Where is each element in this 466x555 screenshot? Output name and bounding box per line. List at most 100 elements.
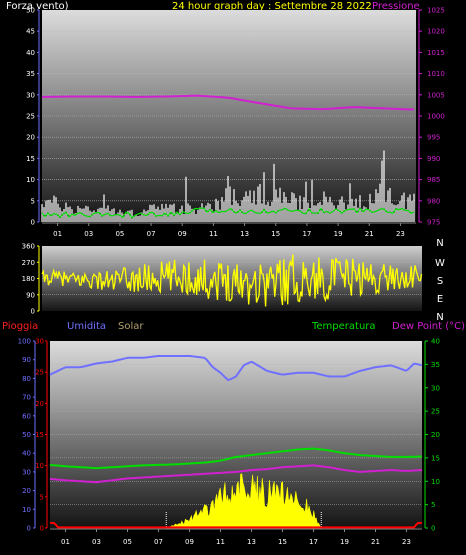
pressure-tick-label: 1005 — [427, 91, 445, 99]
humidity-tick-label: 70 — [22, 394, 31, 402]
direction-tick-label: 180 — [22, 275, 35, 283]
rain-tick-label: 15 — [35, 431, 44, 439]
hour-tick-label: 01 — [53, 230, 62, 238]
solar-area — [166, 473, 322, 529]
temp-tick-label: 0 — [431, 525, 435, 533]
hour-tick-label: 03 — [84, 230, 93, 238]
hour-tick-label: 15 — [271, 230, 280, 238]
rain-axis-title: Pioggia — [2, 321, 39, 332]
temp-humidity-panel: 0102030405060708090100051015202530051015… — [18, 338, 440, 547]
temp-tick-label: 30 — [431, 384, 440, 392]
solar-axis-title: Solar — [118, 321, 144, 332]
rain-tick-label: 10 — [35, 462, 44, 470]
wind-tick-label: 5 — [31, 197, 35, 205]
pressure-tick-label: 990 — [427, 155, 440, 163]
rain-tick-label: 0 — [40, 525, 44, 533]
hour-tick-label: 05 — [115, 230, 124, 238]
rain-line — [50, 522, 422, 529]
temp-tick-label: 40 — [431, 338, 440, 346]
wind-tick-label: 0 — [31, 219, 35, 227]
humidity-tick-label: 20 — [22, 487, 31, 495]
temp-tick-label: 25 — [431, 408, 440, 416]
wind-direction-trace — [41, 254, 423, 307]
wind-tick-label: 20 — [26, 134, 35, 142]
pressure-tick-label: 1000 — [427, 113, 445, 121]
wind-tick-label: 35 — [26, 70, 35, 78]
compass-label: W — [435, 258, 445, 269]
pressure-tick-label: 980 — [427, 197, 440, 205]
humidity-tick-label: 50 — [22, 431, 31, 439]
hour-tick-label: 01 — [61, 538, 70, 546]
hour-tick-label: 15 — [278, 538, 287, 546]
chart-title: 24 hour graph day : Settembre 28 2022 — [172, 1, 372, 12]
rain-tick-label: 20 — [35, 400, 44, 408]
temp-tick-label: 20 — [431, 431, 440, 439]
wind-tick-label: 25 — [26, 113, 35, 121]
temp-tick-label: 35 — [431, 361, 440, 369]
humidity-tick-label: 90 — [22, 356, 31, 364]
humidity-tick-label: 40 — [22, 450, 31, 458]
hour-tick-label: 07 — [154, 538, 163, 546]
hour-tick-label: 19 — [340, 538, 349, 546]
hour-tick-label: 07 — [147, 230, 156, 238]
hour-tick-label: 03 — [92, 538, 101, 546]
rain-tick-label: 30 — [35, 338, 44, 346]
pressure-tick-label: 995 — [427, 134, 440, 142]
wind-pressure-panel: 0510152025303540455097598098599099510001… — [26, 7, 445, 239]
wind-tick-label: 10 — [26, 176, 35, 184]
pressure-axis-title: Pressione — [372, 1, 420, 12]
compass-label: S — [437, 276, 443, 287]
pressure-tick-label: 1025 — [427, 7, 445, 15]
wind-tick-label: 15 — [26, 155, 35, 163]
hour-tick-label: 05 — [123, 538, 132, 546]
humidity-line — [49, 355, 423, 382]
compass-label: E — [437, 294, 443, 305]
humidity-tick-label: 10 — [22, 506, 31, 514]
temperature-line — [49, 447, 422, 470]
gust-line — [41, 207, 415, 219]
pressure-tick-label: 1010 — [427, 70, 445, 78]
hour-tick-label: 11 — [216, 538, 225, 546]
humidity-tick-label: 80 — [22, 375, 31, 383]
hour-tick-label: 17 — [309, 538, 318, 546]
temperature-axis-title: Temperatura — [312, 321, 376, 332]
temp-tick-label: 15 — [431, 454, 440, 462]
rain-tick-label: 5 — [40, 493, 44, 501]
dewpoint-axis-title: Dew Point (°C) — [392, 321, 466, 332]
pressure-tick-label: 1020 — [427, 28, 445, 36]
temp-tick-label: 5 — [431, 501, 435, 509]
wind-tick-label: 30 — [26, 91, 35, 99]
pressure-tick-label: 975 — [427, 219, 440, 227]
hour-tick-label: 23 — [396, 230, 405, 238]
wind-tick-label: 40 — [26, 49, 35, 57]
hour-tick-label: 11 — [209, 230, 218, 238]
wind-tick-label: 45 — [26, 28, 35, 36]
humidity-tick-label: 30 — [22, 468, 31, 476]
hour-tick-label: 09 — [178, 230, 187, 238]
direction-tick-label: 360 — [22, 243, 35, 251]
dewpoint-line — [49, 464, 423, 484]
humidity-tick-label: 100 — [18, 338, 31, 346]
hour-tick-label: 09 — [185, 538, 194, 546]
direction-tick-label: 90 — [26, 291, 35, 299]
temp-tick-label: 10 — [431, 478, 440, 486]
wind-axis-title: Forza vento) — [6, 1, 69, 12]
hour-tick-label: 21 — [371, 538, 380, 546]
pressure-tick-label: 985 — [427, 176, 440, 184]
direction-tick-label: 0 — [31, 308, 35, 316]
hour-tick-label: 13 — [240, 230, 249, 238]
humidity-axis-title: Umidita — [67, 321, 107, 332]
compass-label: N — [436, 238, 443, 249]
hour-tick-label: 17 — [302, 230, 311, 238]
hour-tick-label: 13 — [247, 538, 256, 546]
direction-tick-label: 270 — [22, 259, 35, 267]
humidity-tick-label: 60 — [22, 412, 31, 420]
pressure-line — [41, 94, 415, 111]
wind-tick-label: 50 — [26, 7, 35, 15]
hour-tick-label: 19 — [334, 230, 343, 238]
pressure-tick-label: 1015 — [427, 49, 445, 57]
hour-tick-label: 23 — [402, 538, 411, 546]
hour-tick-label: 21 — [365, 230, 374, 238]
